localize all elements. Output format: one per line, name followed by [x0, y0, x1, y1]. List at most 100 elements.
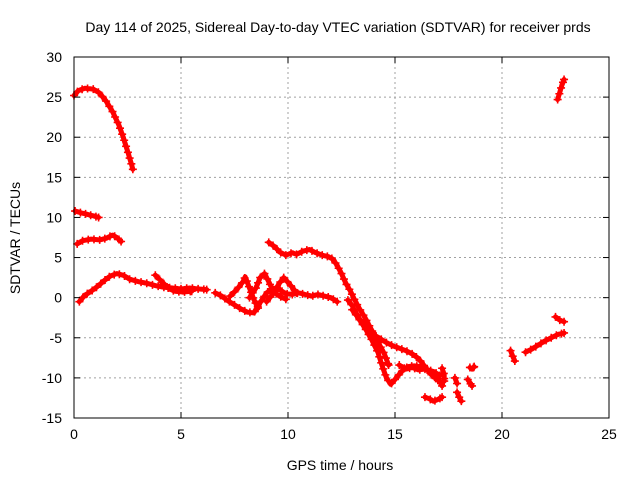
data-point-marker [345, 285, 354, 294]
data-point-marker [450, 373, 459, 382]
data-point-marker [187, 287, 196, 296]
data-point-marker [269, 288, 278, 297]
data-point-marker [555, 316, 564, 325]
data-point-marker [331, 259, 340, 268]
data-point-marker [263, 274, 272, 283]
data-point-marker [248, 288, 257, 297]
data-point-marker [250, 307, 259, 316]
data-point-marker [348, 305, 357, 314]
data-point-marker [95, 235, 104, 244]
data-point-marker [101, 276, 110, 285]
x-tick-label: 25 [601, 426, 617, 442]
data-point-marker [96, 279, 105, 288]
data-point-marker [94, 88, 103, 97]
y-tick-label: -5 [50, 330, 63, 346]
series-arc-21 [521, 328, 569, 357]
data-point-marker [324, 293, 333, 302]
x-tick-label: 15 [387, 426, 403, 442]
data-point-marker [151, 271, 160, 280]
y-tick-label: -10 [42, 370, 62, 386]
data-point-marker [347, 290, 356, 299]
data-point-marker [115, 270, 124, 279]
data-point-marker [551, 312, 560, 321]
data-point-marker [395, 361, 404, 370]
series-arc-15 [438, 364, 449, 386]
data-point-marker [125, 154, 134, 163]
data-point-marker [463, 375, 472, 384]
data-point-marker [122, 142, 131, 151]
data-point-marker [256, 273, 265, 282]
data-point-marker [78, 293, 87, 302]
plot-area [70, 75, 569, 406]
data-point-marker [318, 251, 327, 260]
data-point-marker [202, 285, 211, 294]
data-point-marker [384, 361, 393, 370]
data-point-marker [292, 288, 301, 297]
data-point-marker [420, 365, 429, 374]
data-point-marker [455, 393, 464, 402]
data-point-marker [111, 113, 120, 122]
data-point-marker [110, 232, 119, 241]
data-point-marker [370, 341, 379, 350]
data-point-marker [319, 291, 328, 300]
data-point-marker [155, 275, 164, 284]
data-point-marker [225, 297, 234, 306]
data-point-marker [88, 286, 97, 295]
data-point-marker [560, 328, 569, 337]
data-point-marker [351, 310, 360, 319]
data-point-marker [337, 269, 346, 278]
series-arc-20 [506, 346, 519, 366]
data-point-marker [323, 252, 332, 261]
data-point-marker [220, 294, 229, 303]
data-point-marker [391, 375, 399, 384]
data-point-marker [276, 248, 285, 257]
series-arc-3 [73, 232, 126, 248]
data-point-marker [216, 291, 225, 300]
data-point-marker [313, 249, 322, 258]
data-point-marker [373, 346, 382, 355]
data-point-marker [470, 362, 479, 371]
data-point-marker [358, 320, 367, 329]
data-point-marker [117, 237, 126, 246]
data-point-marker [333, 297, 342, 306]
data-point-marker [313, 290, 322, 299]
data-point-marker [125, 275, 134, 284]
data-point-marker [245, 308, 254, 317]
grid-lines [74, 57, 609, 418]
data-point-marker [73, 239, 82, 248]
data-point-marker [113, 118, 122, 127]
data-point-marker [240, 306, 249, 315]
data-point-marker [297, 247, 306, 256]
data-point-marker [226, 292, 235, 301]
data-point-marker [266, 293, 275, 302]
data-point-marker [552, 331, 561, 340]
data-point-marker [397, 345, 406, 354]
data-point-marker [426, 366, 435, 375]
y-tick-label: 0 [54, 290, 62, 306]
data-point-marker [230, 300, 239, 309]
data-point-marker [355, 315, 364, 324]
series-arc-18 [465, 362, 479, 372]
data-point-marker [468, 381, 477, 390]
plot-frame [73, 56, 610, 419]
data-point-marker [273, 283, 282, 292]
data-point-marker [120, 272, 129, 281]
data-point-marker [347, 300, 356, 309]
data-point-marker [265, 280, 274, 289]
series-arc-23 [553, 75, 569, 104]
data-point-marker [92, 283, 101, 292]
data-point-marker [272, 245, 281, 254]
data-point-marker [438, 393, 447, 402]
data-point-marker [457, 397, 466, 406]
data-point-marker [245, 293, 254, 302]
data-point-marker [108, 107, 117, 116]
x-axis-label: GPS time / hours [287, 457, 394, 473]
series-arc-13 [395, 361, 444, 380]
data-point-marker [283, 277, 292, 286]
y-tick-label: 20 [46, 129, 62, 145]
data-point-marker [281, 295, 290, 304]
data-point-marker [251, 284, 260, 293]
data-point-marker [508, 352, 517, 361]
series-arc-22 [551, 312, 569, 326]
